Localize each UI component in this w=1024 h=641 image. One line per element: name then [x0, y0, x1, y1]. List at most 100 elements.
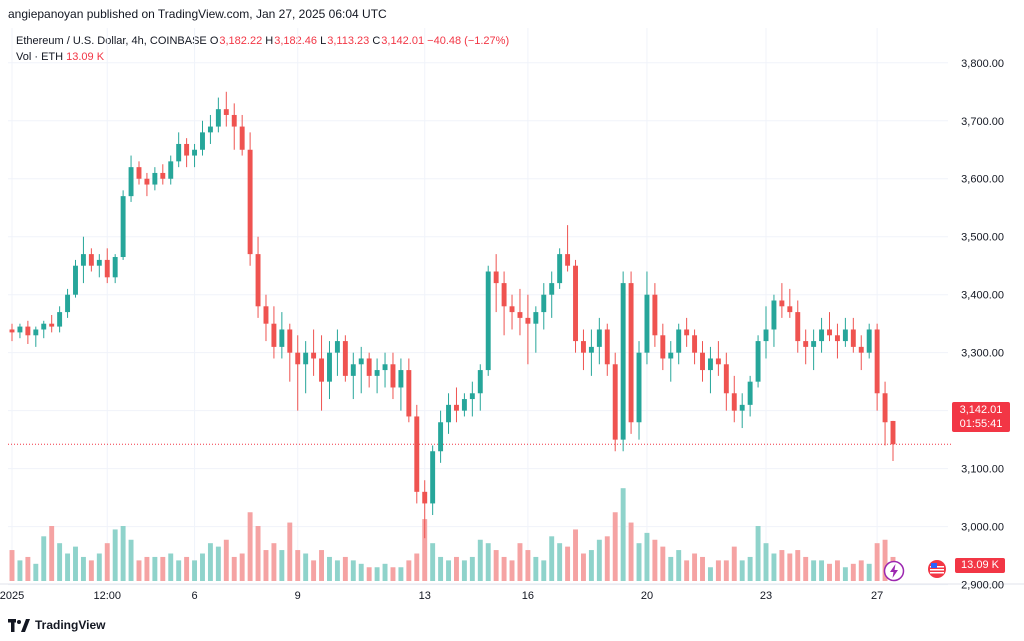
volume-bar [144, 556, 150, 581]
volume-bar [422, 519, 428, 581]
candle-body [255, 254, 261, 307]
volume-bar [430, 543, 436, 581]
candle-body [438, 422, 444, 452]
candle-body [279, 329, 285, 347]
volume-bar [525, 550, 531, 581]
candle-body [660, 335, 666, 359]
candle-body [136, 167, 142, 179]
volume-bar [390, 567, 396, 581]
candle-body [73, 265, 78, 295]
volume-bar [636, 543, 642, 581]
flag-icon[interactable] [927, 559, 947, 579]
volume-bar [454, 556, 459, 581]
volume-bar [41, 536, 47, 581]
volume-bar [819, 560, 825, 581]
candle-body [580, 341, 586, 353]
candle-body [104, 259, 110, 278]
volume-bar [866, 563, 872, 581]
volume-bar [533, 556, 539, 581]
volume-bar [398, 567, 404, 581]
volume-bar [509, 560, 515, 581]
candle-body [819, 329, 825, 342]
price-tick-label: 3,700.00 [961, 116, 1004, 128]
bar-countdown: 01:55:41 [959, 418, 1003, 430]
candle-body [707, 358, 713, 371]
volume-bar [112, 529, 118, 581]
lightning-icon[interactable] [883, 560, 905, 582]
candle-body [120, 196, 126, 258]
volume-bar [684, 560, 690, 581]
volume-bar [366, 567, 372, 581]
candle-body [573, 265, 578, 342]
volume-bar [33, 563, 39, 581]
candle-body [390, 364, 396, 388]
time-tick-label: 23 [760, 590, 772, 602]
volume-bar [311, 560, 317, 581]
candle-body [239, 126, 245, 150]
change-value: −40.48 (−1.27%) [427, 35, 510, 47]
tradingview-brand[interactable]: TradingView [8, 618, 105, 632]
volume-bar [25, 556, 31, 581]
volume-bar [858, 560, 864, 581]
time-tick-label: 9 [295, 590, 301, 602]
candle-body [25, 326, 31, 336]
candle-body [676, 329, 682, 353]
volume-bar [763, 543, 769, 581]
candle-body [612, 364, 618, 440]
volume-bar [255, 526, 261, 581]
candle-body [493, 271, 499, 284]
candle-body [96, 259, 102, 266]
price-axis: 2,900.003,000.003,100.003,200.003,300.00… [961, 58, 1004, 592]
candle-body [303, 352, 309, 365]
footer: TradingView [0, 608, 1024, 641]
volume-bar [723, 560, 729, 581]
volume-bar [334, 560, 340, 581]
candle-body [160, 172, 166, 179]
candle-body [200, 132, 205, 150]
high-value: 3,182.46 [274, 35, 318, 47]
candle-body [311, 352, 317, 359]
price-chart[interactable]: 2,900.003,000.003,100.003,200.003,300.00… [0, 28, 1024, 608]
volume-bar [350, 560, 356, 581]
volume-bar [795, 550, 801, 581]
candle-body [430, 451, 436, 504]
volume-bar [65, 553, 71, 581]
time-tick-label: 27 [871, 590, 883, 602]
candle-body [319, 358, 325, 382]
volume-label[interactable]: Vol · ETH [16, 51, 64, 63]
candle-body [652, 294, 658, 336]
candle-body [374, 370, 380, 376]
volume-bar [120, 526, 126, 581]
volume-bar [549, 536, 555, 581]
candle-body [874, 329, 880, 394]
volume-bar [152, 556, 158, 581]
volume-bar [342, 556, 348, 581]
candle-body [446, 404, 451, 423]
volume-row: Vol · ETH 13.09 K [16, 49, 509, 65]
tradingview-logo-icon [8, 618, 30, 632]
volume-bar [874, 543, 880, 581]
price-tick-label: 3,000.00 [961, 522, 1004, 534]
price-tick-label: 3,100.00 [961, 464, 1004, 476]
candle-body [517, 312, 523, 318]
volume-bar [49, 526, 55, 581]
candle-body [192, 149, 198, 156]
volume-bar [565, 546, 571, 581]
publication-header: angiepanoyan published on TradingView.co… [0, 0, 1024, 28]
volume-bar [303, 553, 309, 581]
volume-bar [200, 553, 205, 581]
time-tick-label: 2025 [0, 590, 24, 602]
low-key: L [320, 35, 327, 47]
volume-bar [604, 536, 610, 581]
candle-body [112, 257, 118, 278]
volume-bar [287, 522, 293, 581]
candles [9, 91, 896, 539]
volume-bar [715, 560, 721, 581]
volume-bar [668, 556, 674, 581]
volume-bar [247, 512, 253, 581]
candle-body [858, 346, 864, 353]
candle-body [842, 329, 848, 342]
symbol-label[interactable]: Ethereum / U.S. Dollar, 4h, COINBASE [16, 35, 207, 47]
price-tick-label: 3,300.00 [961, 348, 1004, 360]
candle-body [668, 352, 674, 359]
